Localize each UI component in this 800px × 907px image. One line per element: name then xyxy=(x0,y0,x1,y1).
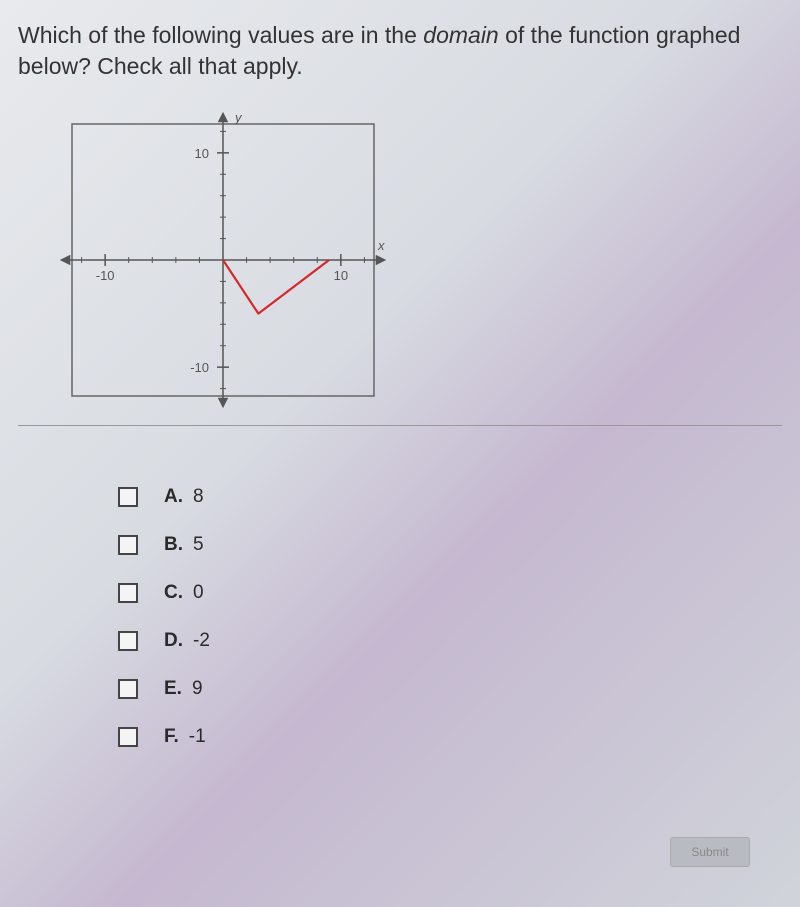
svg-text:10: 10 xyxy=(195,146,209,161)
option-checkbox[interactable] xyxy=(118,535,138,555)
submit-label: Submit xyxy=(691,845,728,859)
option-row: A. 8 xyxy=(118,486,782,508)
option-row: B. 5 xyxy=(118,534,782,556)
option-checkbox[interactable] xyxy=(118,487,138,507)
option-checkbox[interactable] xyxy=(118,679,138,699)
option-letter: F. xyxy=(164,726,179,748)
option-row: E. 9 xyxy=(118,678,782,700)
option-checkbox[interactable] xyxy=(118,583,138,603)
option-checkbox[interactable] xyxy=(118,631,138,651)
option-value: 8 xyxy=(193,486,204,508)
svg-text:-10: -10 xyxy=(96,268,115,283)
submit-button[interactable]: Submit xyxy=(670,837,750,867)
option-value: 0 xyxy=(193,582,204,604)
question-italic: domain xyxy=(423,22,498,48)
option-value: 9 xyxy=(192,678,203,700)
function-graph: -10 10 10 -10 y x xyxy=(58,110,388,410)
answer-options: A. 8 B. 5 C. 0 D. -2 E. 9 F. -1 xyxy=(118,486,782,748)
option-value: -1 xyxy=(189,726,206,748)
svg-text:10: 10 xyxy=(334,268,348,283)
option-letter: D. xyxy=(164,630,183,652)
question-prefix: Which of the following values are in the xyxy=(18,22,423,48)
svg-text:x: x xyxy=(377,238,385,253)
question-text: Which of the following values are in the… xyxy=(18,20,778,82)
option-value: -2 xyxy=(193,630,210,652)
option-row: F. -1 xyxy=(118,726,782,748)
svg-text:y: y xyxy=(234,110,243,125)
option-letter: B. xyxy=(164,534,183,556)
svg-text:-10: -10 xyxy=(190,360,209,375)
option-checkbox[interactable] xyxy=(118,727,138,747)
option-row: D. -2 xyxy=(118,630,782,652)
option-row: C. 0 xyxy=(118,582,782,604)
section-divider xyxy=(18,425,782,426)
option-letter: E. xyxy=(164,678,182,700)
option-value: 5 xyxy=(193,534,204,556)
graph-container: -10 10 10 -10 y x xyxy=(58,110,782,415)
option-letter: A. xyxy=(164,486,183,508)
option-letter: C. xyxy=(164,582,183,604)
